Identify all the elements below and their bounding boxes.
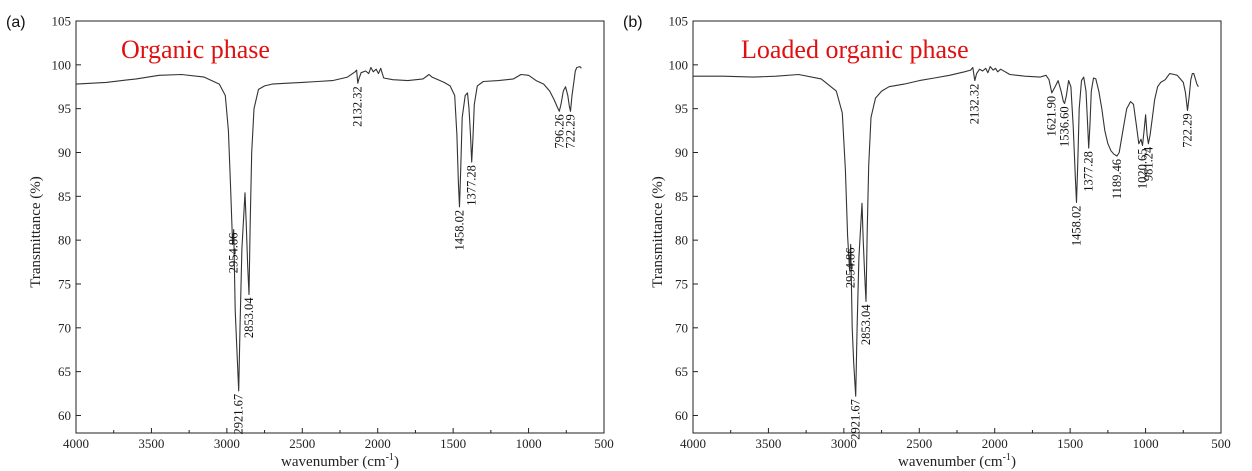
x-axis-title-text: wavenumber (cm	[898, 454, 1003, 470]
y-tick-label: 80	[675, 233, 688, 248]
y-axis-title: Transmittance (%)	[28, 176, 44, 288]
peak-label: 1189.46	[1110, 159, 1124, 199]
x-tick-label: 2000	[982, 436, 1008, 451]
peak-label: 722.29	[1180, 113, 1194, 147]
x-tick-label: 3000	[214, 436, 240, 451]
x-tick-label: 1000	[516, 436, 542, 451]
y-tick-label: 105	[669, 14, 689, 29]
y-tick-label: 100	[52, 57, 72, 72]
peak-label: 2132.32	[968, 84, 982, 125]
y-tick-label: 100	[669, 57, 689, 72]
y-tick-label: 90	[675, 145, 688, 160]
y-tick-label: 60	[675, 408, 688, 423]
y-tick-label: 85	[58, 189, 71, 204]
x-tick-label: 4000	[63, 436, 89, 451]
panel-label: (b)	[623, 14, 643, 31]
panel-label: (a)	[6, 14, 26, 31]
y-tick-label: 70	[675, 320, 688, 335]
x-tick-label: 2500	[906, 436, 932, 451]
peak-label: 2954.86	[227, 233, 241, 274]
plot-frame	[692, 20, 1222, 434]
x-tick-label: 500	[594, 436, 614, 451]
x-axis-title: wavenumber (cm-1)	[898, 452, 1016, 470]
peak-label: 796.26	[552, 114, 566, 148]
peak-label: 722.29	[563, 114, 577, 148]
chart-panel-a: (a) 4000 3500 3000 2500 2000 1500 1000 500 60 65 70…	[6, 14, 614, 471]
peak-label: 1458.02	[452, 210, 466, 251]
x-tick-label: 4000	[680, 436, 706, 451]
peak-label: 1458.02	[1069, 205, 1083, 246]
peak-label: 981.24	[1141, 146, 1155, 181]
y-tick-label: 60	[58, 408, 71, 423]
peak-label: 1377.28	[465, 165, 479, 206]
x-tick-label: 1000	[1133, 436, 1159, 451]
x-tick-label: 500	[1211, 436, 1231, 451]
y-tick-label: 75	[58, 276, 71, 291]
y-tick-label: 75	[675, 276, 688, 291]
x-axis-title-text: wavenumber (cm	[281, 454, 386, 470]
peak-label: 1621.90	[1045, 96, 1059, 137]
chart-title: Loaded organic phase	[741, 35, 969, 64]
spectrum-line	[75, 66, 582, 392]
x-tick-label: 3000	[831, 436, 857, 451]
x-tick-label: 1500	[1057, 436, 1083, 451]
y-axis-title: Transmittance (%)	[650, 176, 666, 288]
spectrum-line	[693, 66, 1199, 397]
peak-label: 2853.04	[859, 304, 873, 345]
peak-label: 2921.67	[849, 399, 863, 440]
peak-label: 2954.86	[844, 248, 858, 289]
x-axis-title-sup: -1	[386, 452, 394, 463]
x-axis-title-sup: -1	[1003, 452, 1011, 463]
peak-label: 2132.32	[351, 86, 365, 127]
y-tick-label: 70	[58, 320, 71, 335]
x-axis-title: wavenumber (cm-1)	[281, 452, 399, 470]
x-tick-label: 2500	[289, 436, 315, 451]
x-tick-label: 3500	[755, 436, 781, 451]
peak-label: 2921.67	[232, 394, 246, 435]
y-tick-label: 95	[58, 101, 71, 116]
x-tick-label: 1500	[440, 436, 466, 451]
peak-label: 1536.60	[1058, 106, 1072, 147]
x-tick-label: 2000	[365, 436, 391, 451]
peak-label: 2853.04	[242, 297, 256, 338]
y-tick-label: 80	[58, 233, 71, 248]
x-tick-label: 3500	[138, 436, 164, 451]
y-tick-label: 95	[675, 101, 688, 116]
y-tick-label: 65	[58, 364, 71, 379]
y-tick-label: 85	[675, 189, 688, 204]
chart-panel-b: (b) 4000 3500 3000 2500 2000 1500 1000 500 60 65 70…	[623, 14, 1231, 471]
peak-label: 1020.65	[1135, 148, 1149, 189]
x-axis-title-close: )	[1011, 454, 1016, 470]
plot-frame	[75, 20, 605, 434]
y-tick-label: 105	[52, 14, 72, 29]
peak-label: 1377.28	[1082, 151, 1096, 192]
y-tick-label: 65	[675, 364, 688, 379]
y-tick-label: 90	[58, 145, 71, 160]
chart-title: Organic phase	[121, 35, 270, 64]
x-axis-title-close: )	[394, 454, 399, 470]
